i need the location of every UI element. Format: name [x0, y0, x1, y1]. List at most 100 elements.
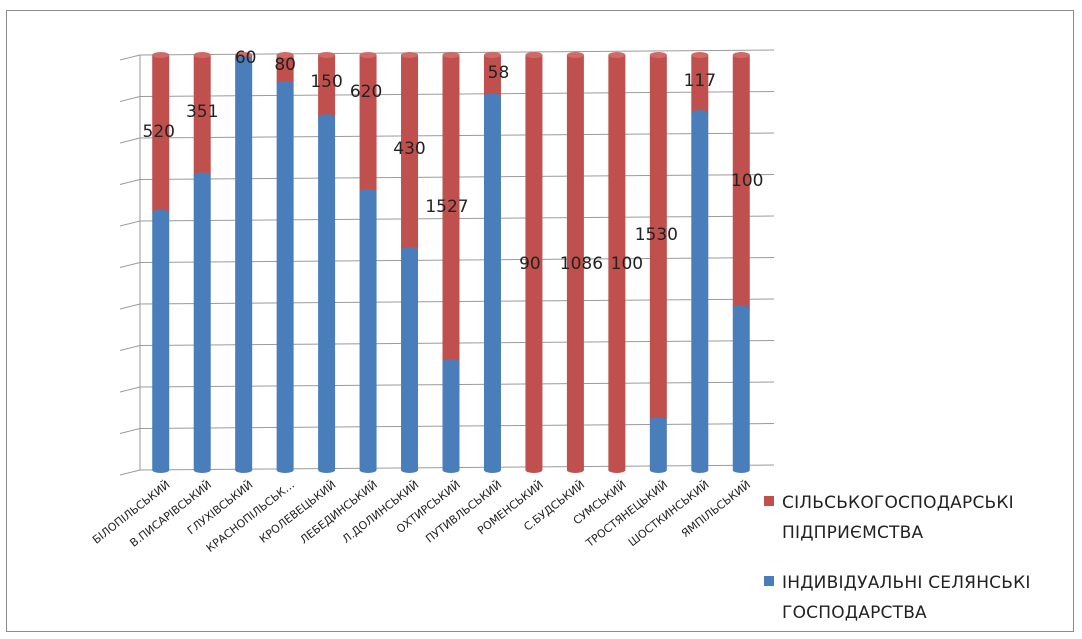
- bar-enterprises: [525, 55, 543, 470]
- gridline-tick: [119, 345, 141, 351]
- bar-cap-enterprises: [732, 52, 750, 58]
- legend-swatch-households: [764, 576, 774, 586]
- bar-enterprises: [649, 55, 667, 421]
- x-tick-label: ЯМПІЛЬСЬКИЙ: [679, 478, 753, 540]
- bar-households: [649, 420, 667, 470]
- x-tick-label: ЛЕБЕДИНСЬКИЙ: [298, 478, 380, 546]
- bar-enterprises: [608, 55, 626, 470]
- bar-base: [608, 467, 626, 473]
- bar-cap-enterprises: [525, 52, 543, 58]
- bar-cap-enterprises: [608, 52, 626, 58]
- bar-enterprises: [483, 55, 501, 97]
- bar-cap-households: [235, 56, 253, 63]
- bar-cap-households: [691, 110, 709, 117]
- bar-cap-enterprises: [442, 52, 460, 58]
- bar-cap-enterprises: [401, 52, 419, 58]
- data-labels: 520 351 60 80 150 620 430 1527 58 90 1086 100 1530 11…: [143, 48, 764, 274]
- data-label: 1527: [425, 197, 468, 217]
- bars: [152, 52, 750, 473]
- bar-base: [483, 467, 501, 473]
- data-label: 430: [393, 139, 425, 159]
- bar-cap-enterprises: [193, 52, 211, 58]
- bar-enterprises: [359, 55, 377, 192]
- bar-base: [691, 467, 709, 473]
- legend-item-households: ІНДИВІДУАЛЬНІ СЕЛЯНСЬКІ ГОСПОДАРСТВА: [764, 568, 1052, 628]
- x-tick-label: Л.ДОЛИНСЬКИЙ: [340, 478, 422, 546]
- data-label: 1530: [635, 225, 678, 245]
- bar-base: [649, 467, 667, 473]
- bar-households: [483, 96, 501, 470]
- bar-base: [276, 467, 294, 473]
- legend-swatch-enterprises: [764, 496, 774, 506]
- gridline-tick: [119, 262, 141, 268]
- bar-base: [318, 467, 336, 473]
- bar-households: [318, 117, 336, 470]
- gridline-tick: [119, 137, 141, 144]
- bar-cap-households: [359, 188, 377, 195]
- bar-base: [359, 467, 377, 473]
- gridline-tick: [119, 96, 141, 102]
- bar-cap-households: [401, 247, 419, 254]
- bar-households: [276, 84, 294, 471]
- data-label: 80: [274, 55, 296, 75]
- bar-households: [401, 250, 419, 470]
- data-label: 117: [684, 71, 716, 91]
- gridline-tick: [119, 220, 141, 227]
- bar-enterprises: [442, 55, 460, 363]
- x-tick-label: ПУТИВЛЬСЬКИЙ: [423, 478, 504, 545]
- bar-cap-enterprises: [152, 52, 170, 58]
- bar-cap-enterprises: [483, 52, 501, 58]
- data-label: 620: [350, 82, 382, 102]
- bar-base: [193, 467, 211, 473]
- bar-households: [732, 308, 750, 470]
- bar-base: [732, 467, 750, 473]
- bar-cap-enterprises: [691, 52, 709, 58]
- bar-households: [193, 175, 211, 470]
- bar-cap-households: [732, 305, 750, 312]
- bar-cap-enterprises: [318, 52, 336, 58]
- data-label: 58: [488, 63, 510, 83]
- gridline-tick: [119, 428, 141, 434]
- bar-cap-enterprises: [359, 52, 377, 58]
- bar-cap-households: [193, 172, 211, 179]
- gridline-tick: [119, 54, 141, 61]
- bar-households: [152, 212, 170, 470]
- bar-cap-households: [318, 114, 336, 121]
- legend-item-enterprises: СІЛЬСЬКОГОСПОДАРСЬКІ ПІДПРИЄМСТВА: [764, 488, 1052, 548]
- bar-base: [152, 467, 170, 473]
- bar-households: [359, 191, 377, 470]
- bar-cap-households: [442, 359, 460, 366]
- bar-enterprises: [566, 55, 584, 470]
- bar-cap-enterprises: [566, 52, 584, 58]
- data-label: 520: [143, 122, 175, 142]
- bar-base: [401, 467, 419, 473]
- legend-label-households: ІНДИВІДУАЛЬНІ СЕЛЯНСЬКІ ГОСПОДАРСТВА: [782, 573, 1031, 623]
- bar-cap-enterprises: [649, 52, 667, 58]
- data-label: 150: [310, 72, 342, 92]
- gridline-tick: [119, 469, 141, 476]
- gridline-tick: [119, 303, 141, 310]
- bar-cap-enterprises: [235, 52, 253, 58]
- bar-households: [442, 362, 460, 470]
- bar-enterprises: [152, 55, 170, 213]
- data-label: 60: [235, 48, 257, 68]
- gridline-tick: [119, 386, 141, 393]
- bar-enterprises: [318, 55, 336, 118]
- bar-enterprises: [691, 55, 709, 114]
- bar-enterprises: [732, 55, 750, 309]
- data-label: 1086: [560, 254, 603, 274]
- bar-cap-households: [152, 209, 170, 216]
- data-label: 100: [731, 171, 763, 191]
- data-label: 100: [611, 254, 643, 274]
- bar-cap-enterprises: [276, 52, 294, 58]
- bar-cap-households: [483, 93, 501, 100]
- bar-base: [442, 467, 460, 473]
- bar-cap-households: [649, 417, 667, 424]
- bar-base: [566, 467, 584, 473]
- bar-base: [235, 467, 253, 473]
- bar-enterprises: [401, 55, 419, 251]
- bar-base: [525, 467, 543, 473]
- bar-households: [235, 59, 253, 471]
- bar-cap-households: [276, 81, 294, 88]
